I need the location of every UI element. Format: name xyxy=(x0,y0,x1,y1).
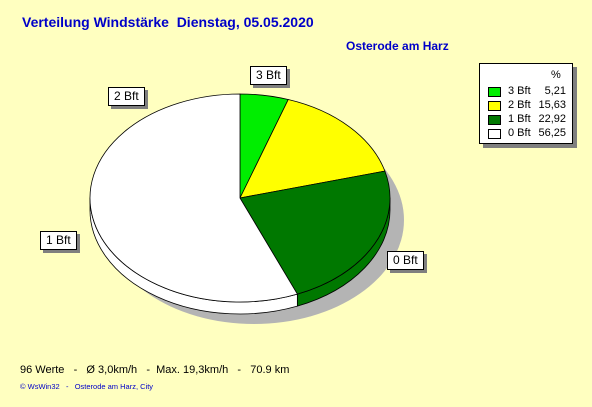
slice-label-1-bft: 1 Bft xyxy=(40,231,77,250)
legend-label: 0 Bft xyxy=(508,127,531,139)
chart-title: Verteilung Windstärke Dienstag, 05.05.20… xyxy=(22,14,314,30)
legend-swatch xyxy=(488,129,501,139)
legend-swatch xyxy=(488,101,501,111)
legend-item-1-bft: 1 Bft 22,92 xyxy=(488,113,570,125)
legend: % 3 Bft 5,21 2 Bft 15,63 1 Bft 22,92 0 B… xyxy=(479,63,573,144)
slice-label-0-bft: 0 Bft xyxy=(387,251,424,270)
legend-swatch xyxy=(488,87,501,97)
pie-slice-1-bft xyxy=(239,170,391,295)
summary-stats: 96 Werte - Ø 3,0km/h - Max. 19,3km/h - 7… xyxy=(20,364,290,376)
slice-label-2-bft: 2 Bft xyxy=(108,87,145,106)
pie-slice-2-bft xyxy=(239,99,386,199)
chart-subtitle: Osterode am Harz xyxy=(346,39,449,53)
legend-value: 15,63 xyxy=(538,99,566,111)
legend-value: 5,21 xyxy=(544,85,566,97)
legend-unit-header: % xyxy=(551,69,561,81)
legend-label: 3 Bft xyxy=(508,85,531,97)
legend-label: 1 Bft xyxy=(508,113,531,125)
legend-value: 56,25 xyxy=(538,127,566,139)
legend-label: 2 Bft xyxy=(508,99,531,111)
pie-slice-0-bft xyxy=(89,93,298,303)
legend-item-3-bft: 3 Bft 5,21 xyxy=(488,85,570,97)
slice-label-3-bft: 3 Bft xyxy=(250,66,287,85)
footer-credit: © WsWin32 - Osterode am Harz, City xyxy=(20,382,154,391)
legend-item-0-bft: 0 Bft 56,25 xyxy=(488,127,570,139)
legend-value: 22,92 xyxy=(538,113,566,125)
legend-swatch xyxy=(488,115,501,125)
legend-item-2-bft: 2 Bft 15,63 xyxy=(488,99,570,111)
